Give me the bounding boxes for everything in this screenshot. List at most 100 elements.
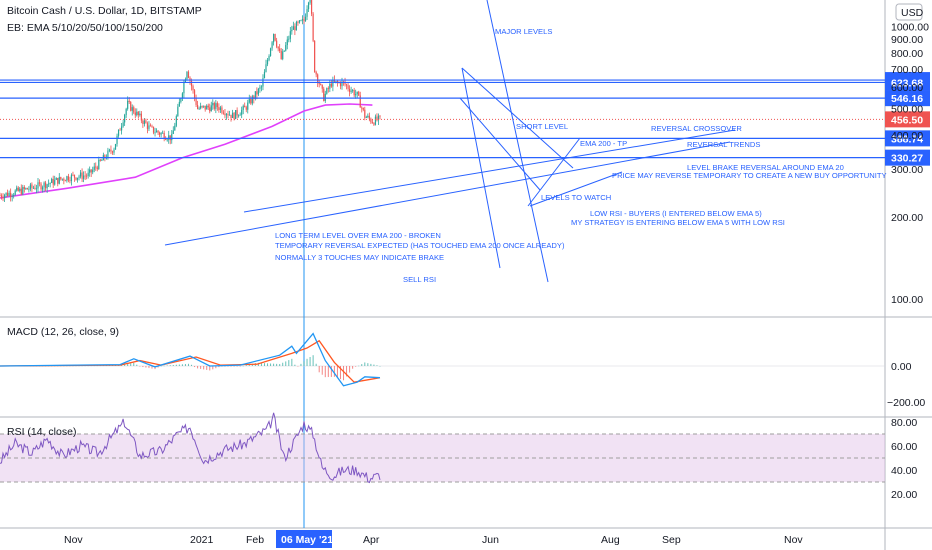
candle-body — [181, 93, 183, 99]
macd-tick-label: 0.00 — [891, 361, 912, 373]
time-axis[interactable]: Nov 2021 Feb Apr Jun Aug Sep Nov 06 May '21 — [64, 530, 803, 548]
macd-histogram-bar — [303, 361, 305, 366]
macd-histogram-bar — [203, 366, 205, 370]
trend-line — [461, 67, 501, 269]
currency-badge[interactable] — [895, 3, 923, 21]
candle-body — [225, 114, 228, 116]
candle-body — [143, 120, 145, 124]
macd-histogram-bar — [279, 364, 281, 366]
candle-body — [312, 13, 314, 41]
candle-body — [171, 133, 173, 141]
candle-body — [7, 192, 9, 196]
macd-histogram-bar — [197, 366, 199, 369]
candle-body — [155, 130, 158, 133]
candle-body — [265, 64, 267, 72]
candle-body — [81, 172, 83, 179]
candle-body — [233, 112, 235, 120]
candle-body — [212, 103, 214, 106]
candle-body — [289, 31, 291, 39]
candle-body — [160, 133, 162, 135]
candle-body — [238, 115, 240, 117]
rsi-tick-label: 80.00 — [891, 417, 917, 429]
macd-histogram-bar — [233, 366, 235, 367]
macd-histogram-bar — [364, 362, 366, 366]
candle-body — [198, 108, 200, 110]
crosshair-date-label: 06 May '21 — [281, 534, 333, 546]
candle-body — [236, 110, 238, 116]
candle-body — [379, 115, 381, 117]
candle-body — [321, 84, 323, 89]
candle-body — [306, 9, 308, 17]
candle-body — [283, 50, 285, 52]
macd-histogram-bar — [166, 365, 168, 366]
macd-histogram-bar — [175, 364, 177, 366]
candle-body — [96, 167, 98, 170]
time-tick-label: 2021 — [190, 534, 214, 546]
candle-body — [269, 48, 272, 56]
candle-body — [159, 132, 161, 135]
macd-histogram-bar — [178, 364, 180, 366]
macd-histogram-bar — [349, 366, 351, 373]
candle-body — [95, 166, 97, 168]
candle-body — [127, 100, 129, 109]
candle-body — [45, 182, 47, 189]
candle-body — [295, 21, 297, 31]
candle-body — [22, 187, 24, 195]
currency-label[interactable]: USD — [901, 7, 924, 19]
candle-body — [315, 71, 317, 75]
macd-histogram-bar — [218, 366, 220, 368]
macd-histogram-bar — [139, 366, 141, 367]
level-tag-label: 546.16 — [891, 93, 923, 105]
annotation-text: REVERSAL CROSSOVER — [651, 124, 742, 133]
candle-body — [61, 178, 63, 180]
ema-layer — [0, 103, 373, 199]
macd-histogram-bar — [291, 358, 293, 366]
candle-body — [101, 160, 103, 162]
trend-line — [461, 67, 574, 169]
macd-histogram-bar — [343, 366, 345, 381]
annotation-text: TEMPORARY REVERSAL EXPECTED (HAS TOUCHED… — [275, 241, 565, 250]
candle-body — [131, 107, 133, 111]
macd-histogram-bar — [346, 366, 348, 377]
macd-line — [0, 332, 381, 387]
price-tick-label: 200.00 — [891, 212, 923, 224]
candle-body — [374, 116, 377, 125]
candle-body — [257, 88, 259, 95]
candle-body — [108, 149, 111, 151]
candle-body — [117, 129, 120, 136]
macd-histogram-bar — [151, 366, 153, 369]
candle-body — [136, 111, 138, 116]
candle-body — [292, 26, 294, 30]
candle-body — [16, 187, 18, 191]
candle-body — [14, 190, 16, 195]
annotations: MAJOR LEVELS SHORT LEVEL REVERSAL CROSSOVE… — [275, 27, 887, 284]
candle-body — [125, 108, 127, 115]
candle-body — [38, 182, 41, 184]
time-tick-label: Feb — [246, 534, 264, 546]
macd-histogram-bar — [370, 363, 372, 366]
candle-body — [244, 105, 246, 108]
candle-body — [139, 113, 141, 116]
crosshair-date-box — [276, 530, 332, 548]
candle-body — [178, 101, 180, 107]
candle-body — [359, 95, 361, 108]
candle-body — [152, 126, 155, 133]
candle-body — [323, 88, 325, 101]
candle-body — [355, 94, 357, 96]
macd-tick-label: −200.00 — [887, 397, 925, 409]
macd-histogram-bar — [282, 362, 284, 366]
candle-body — [140, 113, 142, 121]
price-tick-label: 400.00 — [891, 130, 923, 142]
candle-body — [114, 144, 117, 150]
level-tag-label: 388.74 — [891, 133, 923, 145]
candle-body — [219, 107, 221, 110]
candle-body — [148, 125, 150, 129]
candle-body — [213, 103, 215, 109]
candle-body — [356, 91, 358, 95]
macd-histogram-bar — [315, 363, 317, 366]
candle-body — [133, 107, 135, 113]
macd-histogram-bar — [309, 357, 311, 366]
annotation-text: EMA 200 - TP — [580, 139, 627, 148]
